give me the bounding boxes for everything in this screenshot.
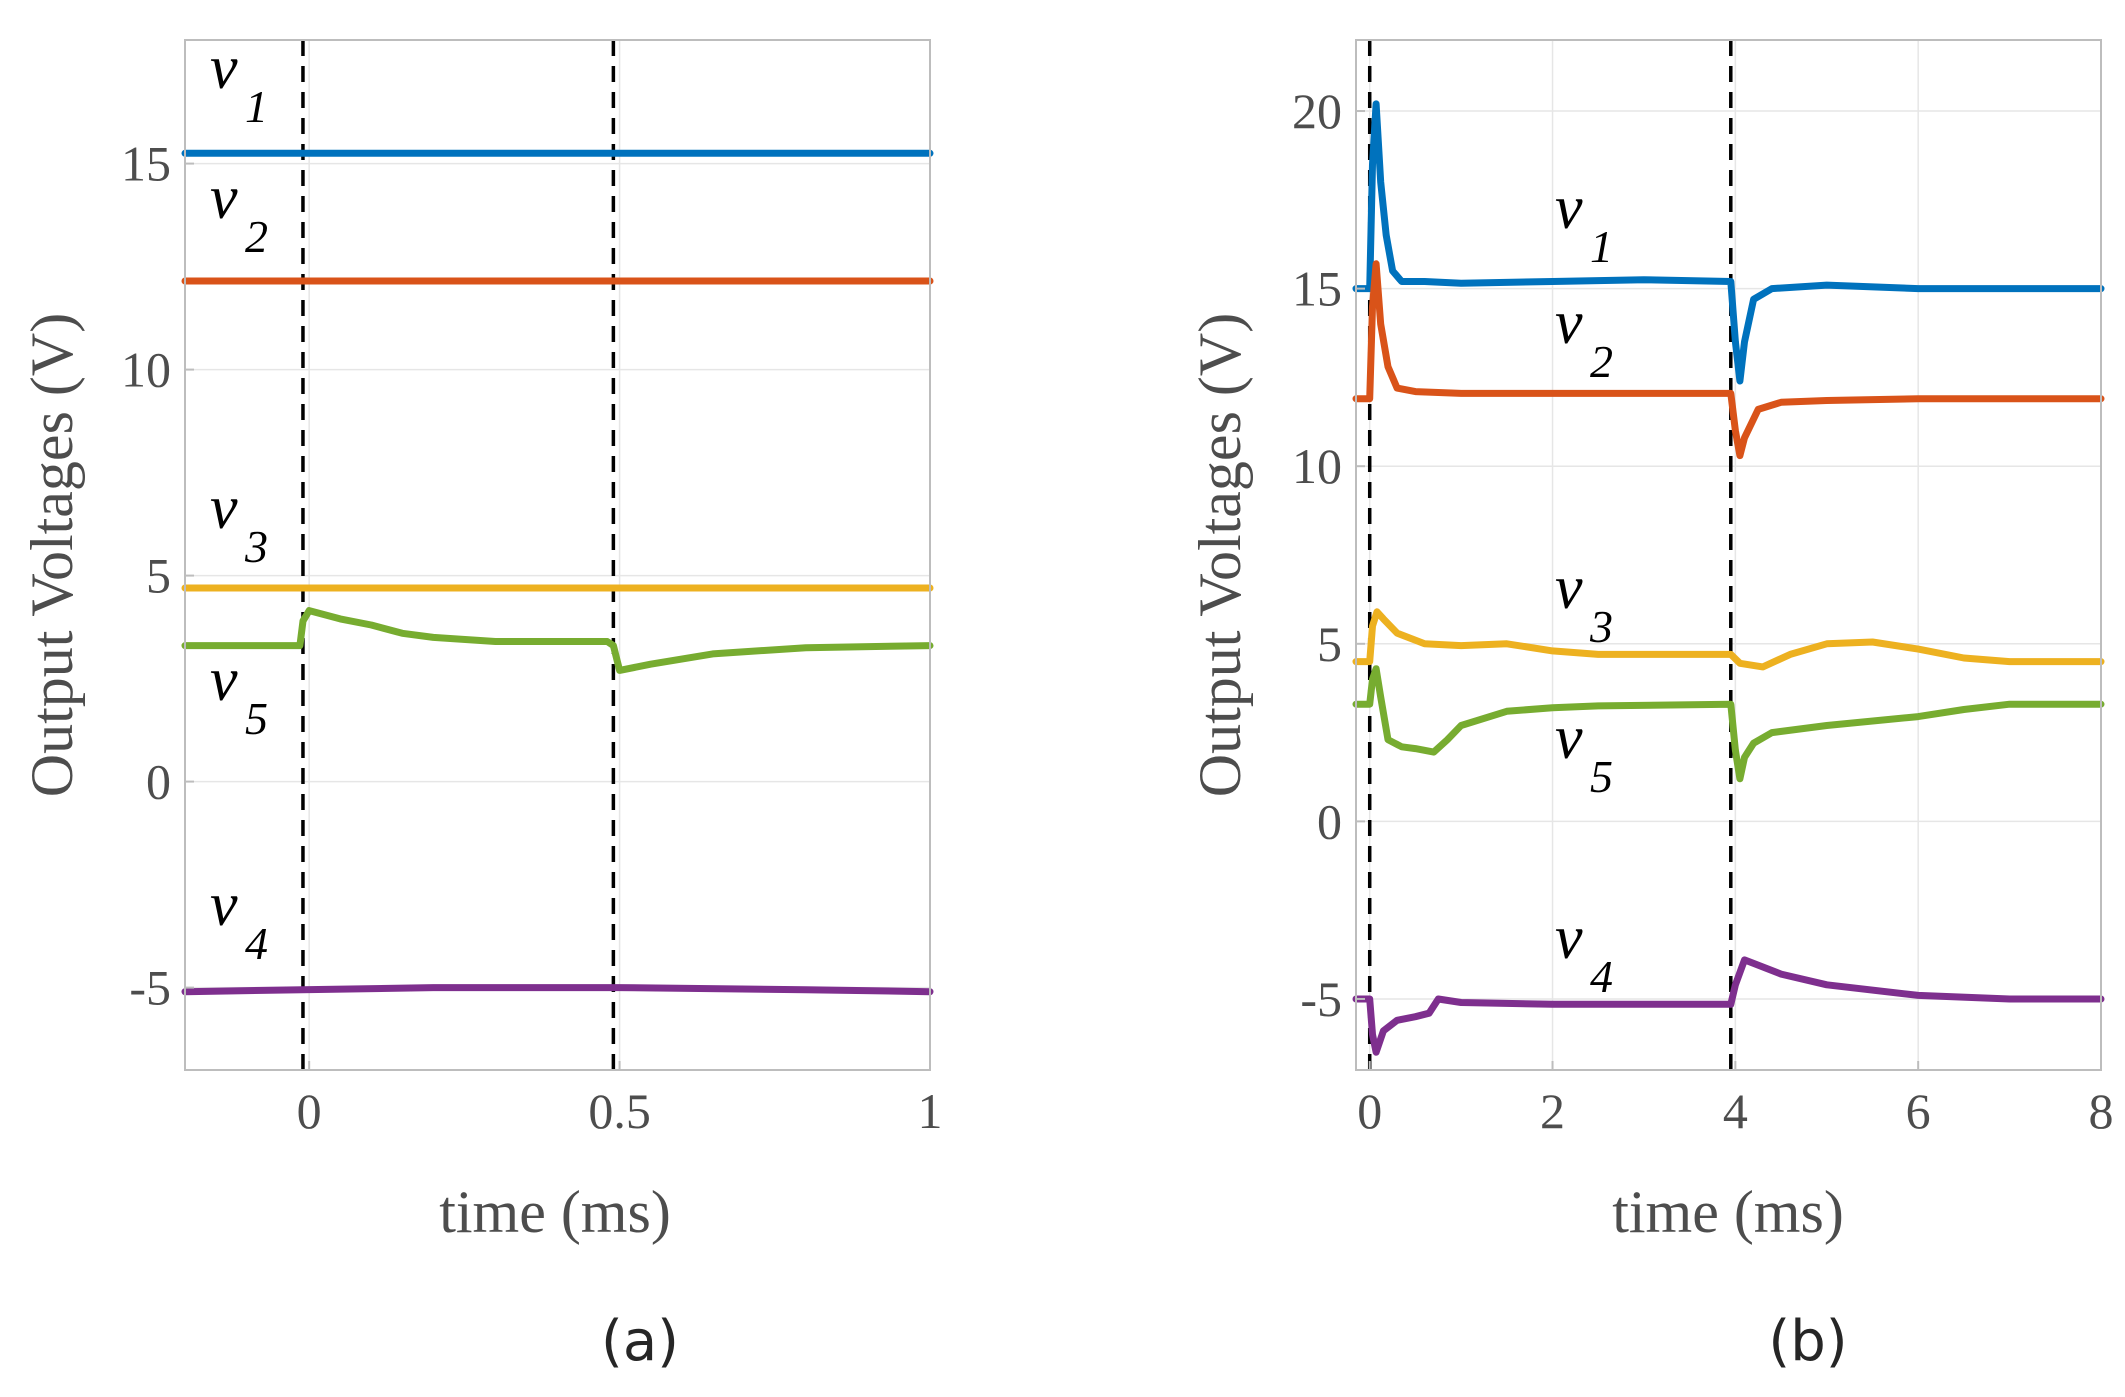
series-label-v5-b-sub: 5: [1590, 751, 1613, 802]
y-tick-label-b-4: 15: [1292, 261, 1342, 317]
series-label-v1-a-sub: 1: [245, 81, 268, 132]
plot-area-b: [1356, 40, 2101, 1070]
series-label-v2-a-main: v: [210, 164, 238, 232]
series-line-v4-b: [1352, 956, 2105, 1056]
x-tick-label-b-1: 2: [1540, 1083, 1565, 1139]
y-ticks-b: -5 0 5 10 15 20: [1292, 83, 1365, 1027]
series-line-v2-b: [1352, 260, 2105, 460]
x-axis-label-b: time (ms): [1612, 1179, 1844, 1245]
series-label-v3-a-main: v: [210, 474, 238, 542]
series-label-v5-b-main: v: [1555, 704, 1583, 772]
y-tick-label-a-2: 5: [146, 548, 171, 604]
x-tick-label-b-0: 0: [1357, 1083, 1382, 1139]
series-label-v5-a-sub: 5: [245, 693, 268, 744]
series-line-v1-b: [1352, 100, 2105, 385]
series-label-v1-b-sub: 1: [1590, 221, 1613, 272]
x-tick-label-a-2: 1: [918, 1083, 943, 1139]
series-label-v1-b-main: v: [1555, 174, 1583, 242]
series-label-v1-b: v 1: [1555, 174, 1613, 272]
series-label-v4-b: v 4: [1555, 904, 1613, 1002]
y-tick-label-a-0: -5: [129, 960, 171, 1016]
series-label-v1-a-main: v: [210, 34, 238, 102]
series-label-v2-a: v 2: [210, 164, 268, 262]
x-tick-label-b-2: 4: [1723, 1083, 1748, 1139]
series-label-v4-a: v 4: [210, 871, 268, 969]
x-tick-label-b-3: 6: [1906, 1083, 1931, 1139]
series-line-v3-b: [1352, 608, 2105, 671]
y-axis-label-a: Output Voltages (V): [19, 313, 85, 797]
y-tick-label-a-1: 0: [146, 754, 171, 810]
series-label-v2-b: v 2: [1555, 289, 1613, 387]
series-group-b: [1352, 100, 2105, 1056]
y-tick-label-b-5: 20: [1292, 83, 1342, 139]
y-tick-label-a-4: 15: [121, 136, 171, 192]
series-label-v1-a: v 1: [210, 34, 268, 132]
event-markers-a: [301, 40, 616, 1070]
series-label-v3-a-sub: 3: [244, 521, 268, 572]
series-label-v2-a-sub: 2: [245, 211, 268, 262]
x-ticks-b: 0 2 4 6 8: [1357, 1061, 2114, 1139]
y-tick-label-b-3: 10: [1292, 438, 1342, 494]
x-tick-label-a-0: 0: [297, 1083, 322, 1139]
panel-label-b: (b): [1768, 1309, 1847, 1374]
series-label-v5-b: v 5: [1555, 704, 1613, 802]
x-tick-label-b-4: 8: [2089, 1083, 2114, 1139]
series-label-v3-a: v 3: [210, 474, 268, 572]
y-tick-label-a-3: 10: [121, 342, 171, 398]
y-tick-label-b-0: -5: [1300, 971, 1342, 1027]
series-label-v5-a: v 5: [210, 646, 268, 744]
series-line-v4-a: [181, 984, 934, 996]
y-tick-label-b-2: 5: [1317, 616, 1342, 672]
series-label-v2-b-main: v: [1555, 289, 1583, 357]
series-label-v4-a-sub: 4: [245, 918, 268, 969]
series-label-v5-a-main: v: [210, 646, 238, 714]
series-line-v5-b: [1352, 665, 2105, 783]
series-group-a: [181, 149, 934, 996]
panel-label-a: (a): [601, 1309, 679, 1374]
plot-area-a: [185, 40, 930, 1070]
series-label-v3-b: v 3: [1555, 554, 1613, 652]
axes-box-a: [184, 39, 931, 1071]
axes-box-b: [1355, 39, 2102, 1071]
x-tick-label-a-1: 0.5: [588, 1083, 651, 1139]
series-label-v3-b-main: v: [1555, 554, 1583, 622]
series-line-v5-a: [181, 607, 934, 674]
x-axis-label-a: time (ms): [439, 1179, 671, 1245]
series-label-v3-b-sub: 3: [1589, 601, 1613, 652]
x-ticks-a: 0 0.5 1: [297, 1061, 943, 1139]
series-label-v4-b-main: v: [1555, 904, 1583, 972]
series-label-v2-b-sub: 2: [1590, 336, 1613, 387]
series-label-v4-a-main: v: [210, 871, 238, 939]
y-tick-label-b-1: 0: [1317, 793, 1342, 849]
y-axis-label-b: Output Voltages (V): [1187, 313, 1253, 797]
y-ticks-a: -5 0 5 10 15: [121, 136, 194, 1016]
series-label-v4-b-sub: 4: [1590, 951, 1613, 1002]
